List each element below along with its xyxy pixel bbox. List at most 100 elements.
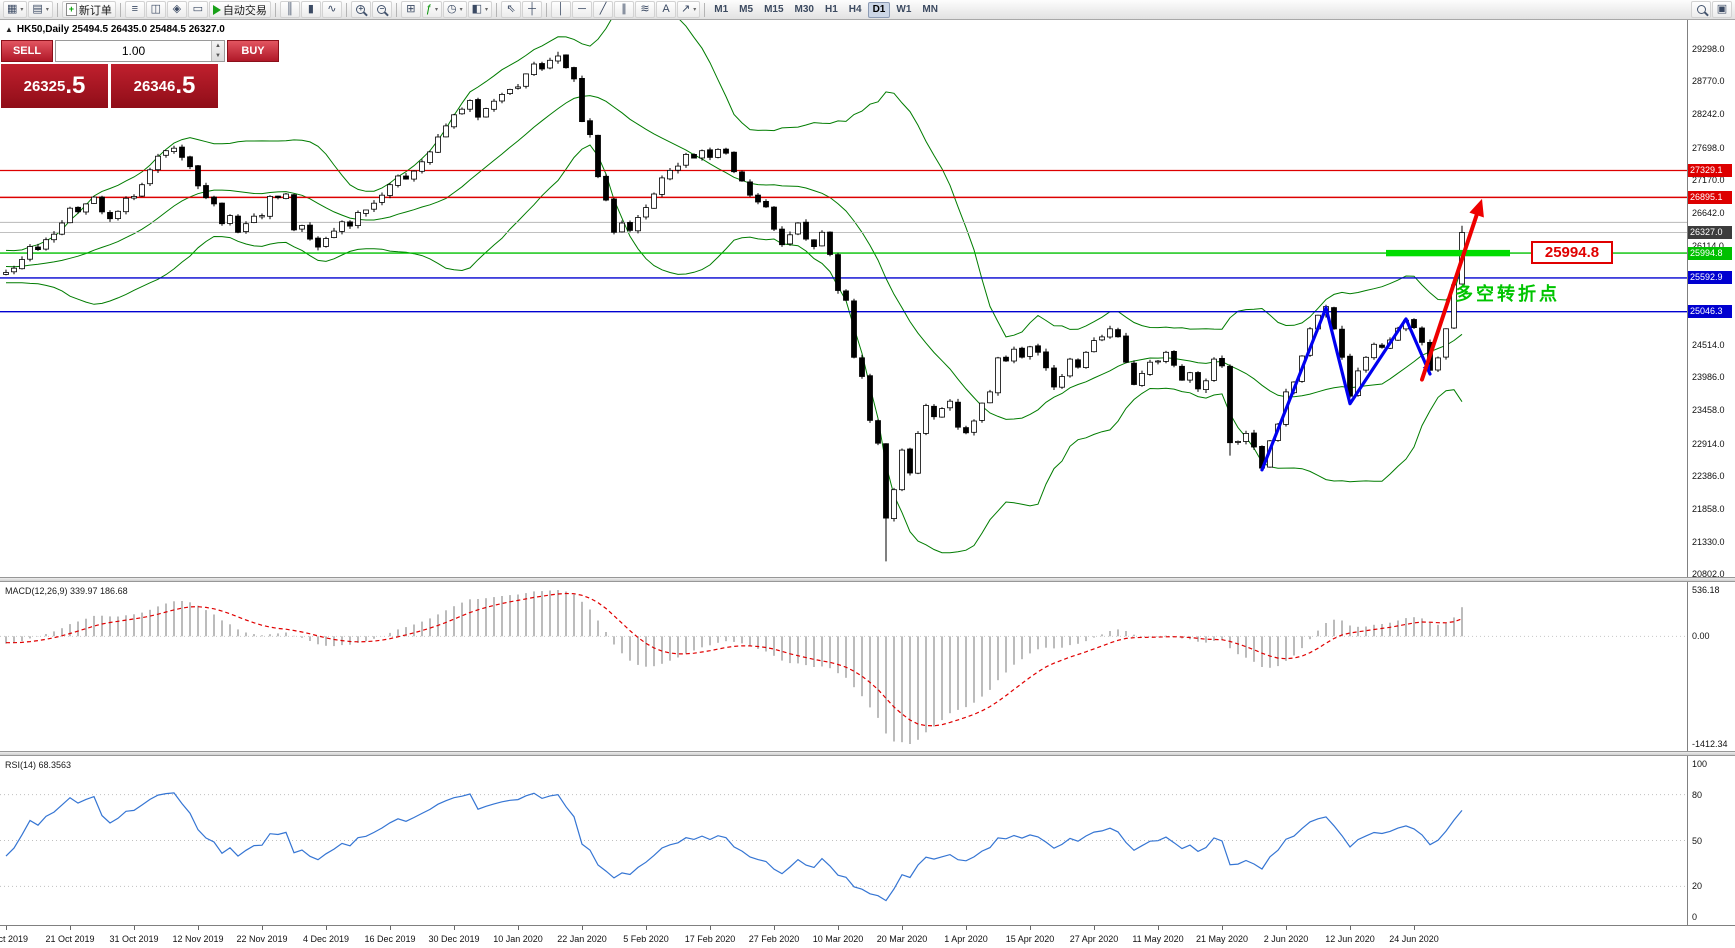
bollinger-band	[5, 144, 1463, 554]
auto-trading-button[interactable]: 自动交易	[208, 1, 271, 18]
timeframe-w1-button[interactable]: W1	[896, 4, 912, 15]
date-label: 22 Jan 2020	[557, 934, 607, 944]
zoom-in-button[interactable]: +	[350, 1, 371, 18]
data-window-icon: ◫	[150, 3, 162, 15]
volume-field[interactable]: ▲ ▼	[55, 40, 225, 62]
price-line-label: 25994.8	[1688, 246, 1732, 260]
toolbar-separator	[546, 2, 548, 17]
auto-trading-icon	[212, 4, 221, 15]
cursor-button[interactable]: ⇖	[501, 1, 522, 18]
price-axis[interactable]: 29298.0 28770.0 28242.0 27698.0 27170.0 26642…	[1687, 20, 1735, 925]
timeframe-m5-button[interactable]: M5	[739, 4, 754, 15]
toolbar-separator	[345, 2, 347, 17]
date-label: 27 Feb 2020	[748, 934, 800, 944]
time-tick	[966, 926, 967, 930]
breakout-arrow[interactable]	[1420, 206, 1481, 382]
price-callout[interactable]: 25994.8	[1531, 241, 1613, 264]
turning-point-note[interactable]: 多空转折点	[1455, 284, 1560, 304]
arrow-head	[1469, 198, 1484, 218]
candlestick-chart-button[interactable]: ▮	[300, 1, 321, 18]
templates-button[interactable]: ◧ ▾	[467, 1, 493, 18]
sell-price[interactable]: 26325.5	[1, 64, 108, 108]
profiles-button[interactable]: ▤ ▾	[28, 1, 53, 18]
buy-button[interactable]: BUY	[227, 40, 279, 62]
macd-pane[interactable]	[0, 582, 1687, 751]
vertical-line-button[interactable]: │	[551, 1, 572, 18]
time-tick	[1350, 926, 1351, 930]
fibonacci-button[interactable]: ≋	[635, 1, 656, 18]
text-button[interactable]: A	[656, 1, 677, 18]
date-label: 5 Feb 2020	[623, 934, 669, 944]
bar-chart-button[interactable]: ║	[279, 1, 300, 18]
volume-up-icon[interactable]: ▲	[215, 43, 221, 49]
time-tick	[838, 926, 839, 930]
navigator-button[interactable]: ◈	[166, 1, 187, 18]
collapse-panel-icon[interactable]: ▲	[5, 25, 13, 34]
new-order-icon: +	[65, 3, 77, 16]
data-window-button[interactable]: ◫	[145, 1, 166, 18]
horizontal-line-button[interactable]: ─	[572, 1, 593, 18]
main-toolbar: ▦ ▾ ▤ ▾ + 新订单 ≡ ◫ ◈ ▭ 自动交易 ║ ▮ ∿ + − ⊞ ƒ ▾ ◷ ▾ ◧ ▾ ⇖ ┼ │ ─ ╱ ∥ ≋ A ↗ ▾ M1…	[0, 0, 1735, 20]
price-tick: 22914.0	[1692, 438, 1725, 449]
rsi-axis-label: 20	[1692, 881, 1703, 892]
search-icon	[1696, 5, 1706, 14]
volume-spinner[interactable]: ▲ ▼	[211, 41, 224, 61]
zoom-out-button[interactable]: −	[371, 1, 392, 18]
time-axis[interactable]: 9 Oct 2019 21 Oct 2019 31 Oct 2019 12 Nov 2…	[0, 925, 1735, 948]
volume-down-icon[interactable]: ▼	[215, 53, 221, 59]
trendline-button[interactable]: ╱	[593, 1, 614, 18]
date-label: 27 Apr 2020	[1069, 934, 1119, 944]
pane-splitter-macd[interactable]	[0, 577, 1735, 582]
fibonacci-icon: ≋	[640, 3, 650, 15]
crosshair-button[interactable]: ┼	[522, 1, 543, 18]
arrows-button[interactable]: ↗ ▾	[677, 1, 701, 18]
market-watch-button[interactable]: ≡	[124, 1, 145, 18]
bollinger-band	[5, 20, 1463, 338]
new-window-button[interactable]: ▣	[1712, 1, 1732, 18]
volume-input[interactable]	[56, 41, 211, 61]
sell-button[interactable]: SELL	[1, 40, 53, 62]
indicators-button[interactable]: ƒ ▾	[421, 1, 442, 18]
pane-splitter-rsi[interactable]	[0, 751, 1735, 756]
price-tick: 26642.0	[1692, 208, 1725, 218]
time-tick	[1414, 926, 1415, 930]
date-label: 16 Dec 2019	[364, 934, 416, 944]
timeframe-h1-button[interactable]: H1	[824, 4, 838, 15]
date-label: 24 Jun 2020	[1389, 934, 1439, 944]
line-chart-button[interactable]: ∿	[321, 1, 342, 18]
search-button[interactable]	[1691, 1, 1711, 18]
timeframe-m15-button[interactable]: M15	[764, 4, 784, 15]
support-zone-highlight[interactable]	[1386, 249, 1510, 257]
time-tick	[710, 926, 711, 930]
vertical-line-icon: │	[557, 3, 565, 15]
timeframe-m1-button[interactable]: M1	[714, 4, 729, 15]
rsi-pane[interactable]	[0, 756, 1687, 925]
zigzag-drawing[interactable]	[1260, 306, 1432, 472]
chart-title: ▲ HK50,Daily 25494.5 26435.0 25484.5 263…	[5, 24, 225, 35]
price-tick: 27698.0	[1692, 142, 1725, 153]
horizontal-line-icon: ─	[578, 3, 586, 15]
text-icon: A	[662, 3, 670, 15]
zoom-in-icon: +	[356, 5, 366, 14]
timeframe-d1-button[interactable]: D1	[867, 1, 891, 18]
timeframe-h4-button[interactable]: H4	[848, 4, 862, 15]
equidistant-channel-button[interactable]: ∥	[614, 1, 635, 18]
tile-windows-button[interactable]: ⊞	[400, 1, 421, 18]
periods-icon: ◷	[446, 3, 457, 15]
new-order-button[interactable]: + 新订单	[61, 1, 116, 18]
buy-price[interactable]: 26346.5	[111, 64, 218, 108]
main-chart-pane[interactable]	[0, 20, 1687, 577]
timeframe-mn-button[interactable]: MN	[922, 4, 938, 15]
time-tick	[1030, 926, 1031, 930]
new-chart-button[interactable]: ▦ ▾	[3, 1, 28, 18]
terminal-button[interactable]: ▭	[187, 1, 208, 18]
toolbar-separator	[704, 2, 706, 17]
new-chart-icon: ▦	[7, 3, 18, 15]
line-chart-icon: ∿	[327, 3, 337, 15]
crosshair-icon: ┼	[528, 3, 536, 15]
timeframe-m30-button[interactable]: M30	[794, 4, 814, 15]
time-tick	[454, 926, 455, 930]
periods-button[interactable]: ◷ ▾	[442, 1, 467, 18]
price-line-label: 25046.3	[1688, 305, 1732, 319]
price-tick: 22386.0	[1692, 471, 1725, 482]
